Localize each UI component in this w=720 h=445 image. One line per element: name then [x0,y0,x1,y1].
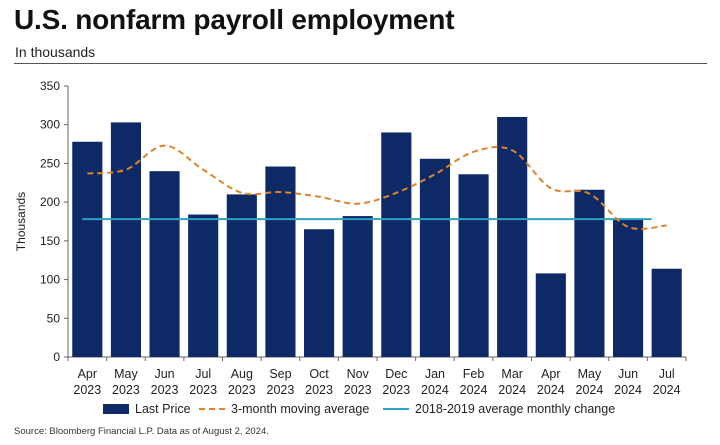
legend-swatch-bar [103,404,129,414]
x-tick-label-month: Jul [195,367,211,381]
x-tick-label-month: Sep [269,367,291,381]
bar-may-2024 [574,189,605,357]
y-tick-label: 150 [40,234,60,248]
x-tick-label-month: Jul [659,367,675,381]
bar-feb-2024 [458,174,489,357]
chart-legend: Last Price 3-month moving average 2018-2… [0,402,720,420]
x-tick-label-month: Apr [78,367,97,381]
x-tick-label-month: Jan [425,367,445,381]
x-tick-label-month: Apr [541,367,560,381]
x-tick-label-year: 2024 [576,383,604,397]
x-tick-label-year: 2024 [498,383,526,397]
x-tick-label-month: Nov [347,367,370,381]
x-tick-label-year: 2023 [267,383,295,397]
x-tick-label-year: 2023 [73,383,101,397]
y-tick-label: 300 [40,118,60,132]
x-tick-label-year: 2023 [344,383,372,397]
bar-jul-2023 [188,214,219,357]
legend-swatch-dashed [199,408,225,410]
x-tick-label-month: Mar [501,367,523,381]
legend-item-moving-average: 3-month moving average [199,402,369,416]
bar-jun-2023 [149,171,180,357]
x-tick-label-year: 2024 [421,383,449,397]
x-tick-label-month: Dec [385,367,407,381]
x-tick-label-year: 2023 [151,383,179,397]
bar-aug-2023 [226,194,257,357]
source-note: Source: Bloomberg Financial L.P. Data as… [14,426,269,437]
x-tick-label-month: May [578,367,602,381]
x-tick-label-year: 2024 [537,383,565,397]
bar-mar-2024 [497,116,528,357]
legend-item-last-price: Last Price [103,402,191,416]
bar-sep-2023 [265,166,296,357]
bar-apr-2024 [535,273,566,357]
bar-may-2023 [110,122,142,358]
title-divider [14,63,707,64]
bar-jul-2024 [651,268,682,357]
moving-average-line [87,144,667,230]
x-tick-label-month: Jun [154,367,174,381]
x-tick-label-year: 2023 [112,383,140,397]
x-tick-label-year: 2023 [189,383,217,397]
y-tick-label: 350 [40,79,60,93]
legend-label-moving-average: 3-month moving average [231,402,370,416]
x-tick-label-year: 2024 [653,383,681,397]
bar-jan-2024 [419,158,451,357]
y-tick-label: 50 [47,311,61,325]
y-tick-label: 0 [53,350,60,364]
x-tick-label-year: 2023 [305,383,333,397]
x-tick-label-month: Feb [463,367,485,381]
chart-subtitle: In thousands [15,44,96,60]
x-tick-label-year: 2024 [614,383,642,397]
bar-jun-2024 [612,218,644,357]
bar-apr-2023 [72,141,103,357]
y-axis-title: Thousands [14,192,28,251]
y-tick-label: 250 [40,156,60,170]
chart-title: U.S. nonfarm payroll employment [14,4,455,35]
legend-label-last-price: Last Price [135,402,191,416]
x-tick-label-month: Aug [231,367,253,381]
x-tick-label-year: 2023 [382,383,410,397]
legend-swatch-line [383,408,409,410]
legend-item-benchmark: 2018-2019 average monthly change [383,402,615,416]
x-tick-label-year: 2023 [228,383,256,397]
x-tick-label-month: Oct [309,367,329,381]
bar-dec-2023 [381,132,412,357]
bar-oct-2023 [303,229,335,357]
x-tick-label-month: Jun [618,367,638,381]
y-tick-label: 200 [40,195,60,209]
x-tick-label-year: 2024 [460,383,488,397]
x-tick-label-month: May [114,367,138,381]
y-tick-label: 100 [40,273,60,287]
payroll-chart: 0 50 100 150 200 250 300 350 Thousands Apr 2023 May… [14,79,687,397]
legend-label-benchmark: 2018-2019 average monthly change [415,402,616,416]
bar-nov-2023 [342,216,373,357]
